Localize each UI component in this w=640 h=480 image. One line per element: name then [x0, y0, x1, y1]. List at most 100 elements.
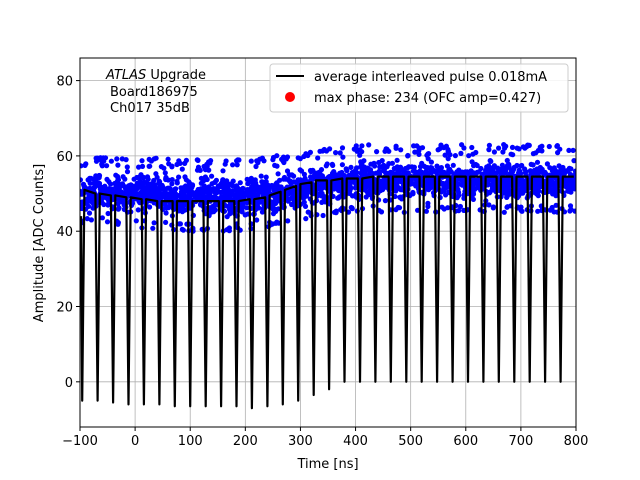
sample-point — [230, 162, 236, 168]
sample-point — [163, 219, 169, 225]
sample-point — [167, 186, 173, 192]
sample-point — [566, 147, 572, 153]
sample-point — [228, 203, 234, 209]
y-tick-label: 60 — [56, 150, 73, 165]
sample-point — [377, 164, 383, 170]
sample-point — [327, 146, 333, 152]
sample-point — [114, 173, 121, 180]
sample-point — [162, 170, 168, 176]
sample-point — [412, 149, 418, 155]
legend-box — [269, 63, 569, 113]
sample-point — [150, 225, 156, 231]
sample-point — [535, 147, 542, 154]
sample-point — [570, 147, 576, 153]
sample-point — [320, 212, 326, 219]
x-tick-label: 300 — [288, 434, 313, 449]
sample-point — [86, 210, 93, 216]
sample-point — [297, 167, 303, 173]
sample-point — [177, 160, 183, 166]
sample-point — [105, 210, 111, 217]
sample-point — [139, 158, 145, 164]
sample-point — [458, 150, 464, 156]
sample-point — [195, 157, 201, 163]
sample-point — [441, 145, 447, 151]
sample-point — [240, 202, 246, 209]
sample-point — [106, 179, 112, 185]
sample-point — [566, 183, 572, 189]
sample-point — [174, 180, 180, 186]
sample-point — [183, 157, 189, 163]
sample-point — [272, 162, 278, 168]
sample-point — [140, 174, 146, 181]
sample-point — [100, 155, 106, 161]
sample-point — [104, 219, 111, 225]
sample-point — [365, 167, 371, 173]
sample-point — [270, 157, 276, 163]
sample-point — [153, 171, 159, 177]
sample-point — [242, 212, 248, 218]
sample-point — [491, 149, 497, 155]
annotation-upgrade: Upgrade — [146, 68, 206, 83]
sample-point — [487, 166, 493, 172]
sample-point — [457, 203, 463, 210]
sample-point — [329, 161, 335, 167]
sample-point — [425, 200, 431, 206]
x-axis-label: Time [ns] — [296, 457, 358, 472]
sample-point — [248, 158, 254, 164]
annotation-atlas: ATLAS — [105, 68, 146, 83]
x-tick-label: 0 — [131, 434, 139, 449]
sample-point — [108, 158, 114, 164]
sample-point — [218, 195, 224, 201]
sample-point — [501, 209, 507, 215]
sample-point — [452, 153, 458, 159]
sample-point — [366, 192, 372, 198]
sample-point — [145, 176, 151, 182]
sample-point — [493, 170, 500, 176]
sample-point — [176, 174, 182, 180]
sample-point — [99, 161, 105, 167]
sample-point — [182, 194, 188, 200]
sample-point — [283, 156, 289, 162]
sample-point — [227, 209, 234, 215]
sample-point — [80, 205, 84, 211]
sample-point — [327, 175, 333, 181]
sample-point — [445, 146, 451, 153]
plot-area — [80, 58, 576, 427]
sample-point — [258, 173, 264, 179]
sample-point — [203, 195, 209, 201]
sample-point — [96, 174, 102, 181]
sample-point — [442, 152, 448, 158]
sample-point — [486, 142, 492, 148]
sample-point — [295, 155, 301, 161]
sample-point — [104, 195, 111, 201]
sample-point — [150, 185, 156, 191]
sample-point — [504, 204, 511, 210]
sample-point — [120, 182, 126, 188]
sample-point — [249, 179, 255, 185]
sample-point — [534, 159, 541, 165]
sample-point — [528, 161, 534, 167]
average-pulse-series — [80, 175, 574, 410]
sample-point — [491, 186, 497, 192]
sample-point — [470, 196, 476, 202]
sample-point — [378, 209, 385, 215]
sample-point — [557, 168, 563, 174]
sample-point — [197, 167, 203, 173]
sample-point — [546, 143, 552, 150]
sample-point — [393, 145, 399, 151]
sample-point — [438, 165, 444, 171]
sample-point — [321, 146, 327, 153]
sample-point — [471, 163, 477, 169]
sample-point — [572, 168, 576, 174]
sample-point — [265, 182, 271, 188]
sample-point — [274, 180, 280, 186]
sample-point — [275, 171, 281, 177]
sample-point — [253, 183, 260, 189]
sample-point — [443, 192, 449, 198]
legend-entry-average: average interleaved pulse 0.018mA — [314, 70, 547, 85]
sample-point — [163, 203, 169, 209]
sample-point — [96, 180, 103, 187]
sample-point — [466, 153, 472, 159]
sample-point — [352, 185, 358, 191]
sample-point — [285, 218, 291, 224]
